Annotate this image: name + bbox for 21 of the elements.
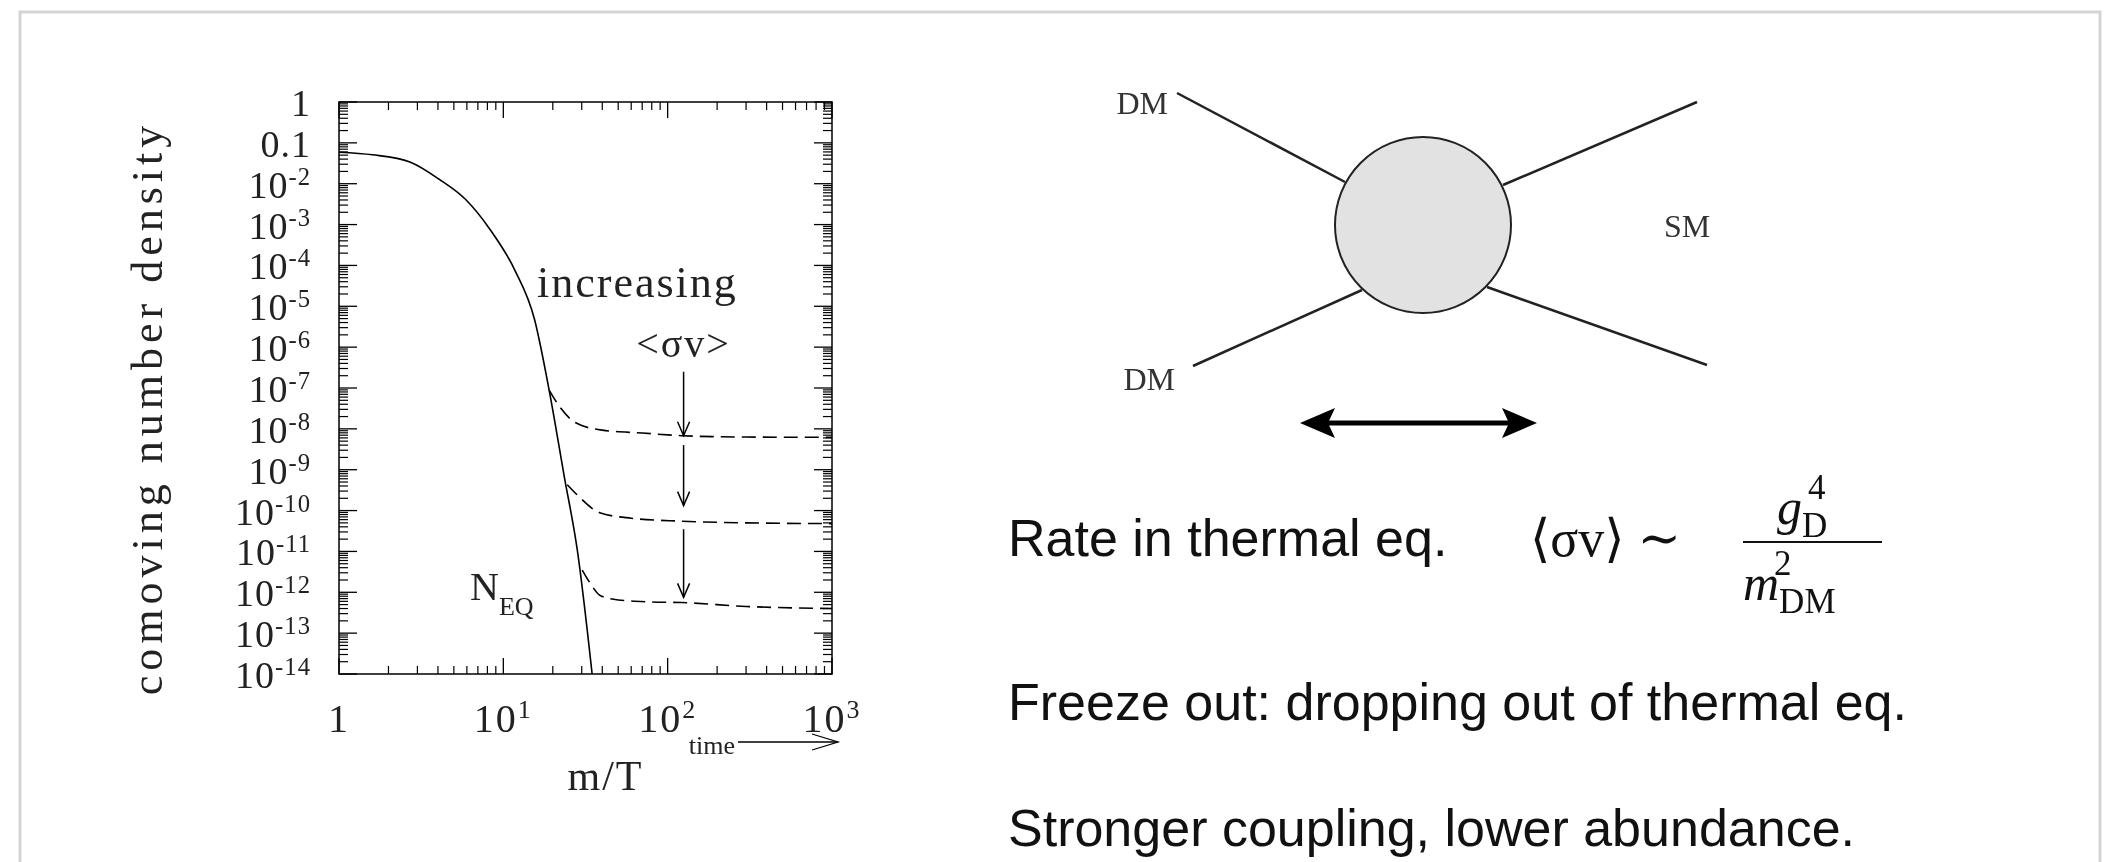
x-axis-title: m/T	[567, 753, 644, 799]
text: DM	[1116, 85, 1168, 121]
y-tick-label: 0.1	[260, 122, 311, 165]
y-axis-title: comoving number density	[123, 120, 172, 696]
text: time	[688, 731, 735, 760]
text: Rate in thermal eq.	[1008, 509, 1448, 567]
text: DM	[1123, 361, 1175, 397]
annotation: N$_{EQ}$	[470, 564, 534, 621]
y-tick-label: 10$^{-2}$	[248, 162, 311, 206]
y-tick-label: 1	[291, 82, 311, 124]
y-tick-label: 10$^{-8}$	[248, 407, 311, 451]
x-tick-label: 10$^{3}$	[802, 694, 862, 741]
text: Freeze out: dropping out of thermal eq.	[1008, 673, 1907, 731]
annotation: <σv>	[636, 321, 731, 366]
x-tick-label: 1	[328, 696, 350, 741]
text: Stronger coupling, lower abundance.	[1008, 799, 1856, 857]
annotation: increasing	[537, 258, 738, 307]
text: SM	[1663, 208, 1711, 244]
y-tick-label: 10$^{-9}$	[248, 448, 311, 492]
text: ⟨σv⟩ ∼	[1530, 510, 1682, 567]
x-tick-label: 10$^{1}$	[473, 694, 533, 741]
